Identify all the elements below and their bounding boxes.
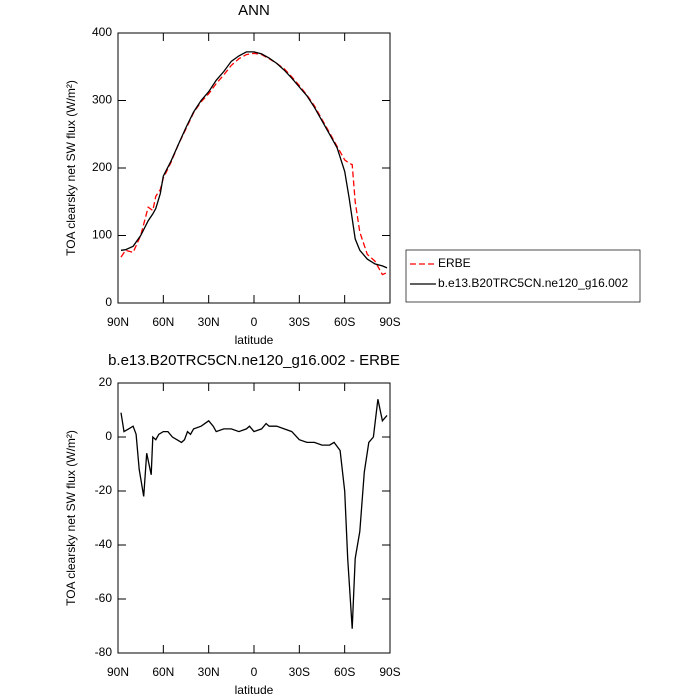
- y-tick-label: 400: [92, 25, 112, 39]
- x-tick-label: 30S: [289, 665, 310, 679]
- x-tick-label: 60S: [334, 315, 355, 329]
- x-tick-label: 60S: [334, 665, 355, 679]
- x-tick-label: 90S: [379, 665, 400, 679]
- legend-label: b.e13.B20TRC5CN.ne120_g16.002: [438, 276, 628, 290]
- y-axis-label: TOA clearsky net SW flux (W/m²): [64, 80, 78, 256]
- chart-title: ANN: [238, 2, 270, 19]
- legend-label: ERBE: [438, 256, 471, 270]
- y-tick-label: 0: [105, 295, 112, 309]
- y-tick-label: 100: [92, 228, 112, 242]
- plot-frame: [117, 32, 391, 304]
- x-tick-label: 0: [251, 315, 258, 329]
- x-tick-label: 0: [251, 665, 258, 679]
- y-tick-label: 20: [99, 375, 113, 389]
- x-tick-label: 90N: [107, 665, 129, 679]
- x-axis-label: latitude: [235, 683, 274, 697]
- x-tick-label: 30S: [289, 315, 310, 329]
- x-tick-label: 30N: [198, 315, 220, 329]
- data-line: [120, 399, 388, 629]
- x-axis-label: latitude: [235, 333, 274, 347]
- y-tick-label: 300: [92, 93, 112, 107]
- y-axis-label: TOA clearsky net SW flux (W/m²): [64, 430, 78, 606]
- y-tick-label: 0: [105, 429, 112, 443]
- x-tick-label: 60N: [152, 315, 174, 329]
- x-tick-label: 90N: [107, 315, 129, 329]
- plot-frame: [117, 382, 391, 654]
- y-tick-label: -80: [95, 645, 113, 659]
- chart-title: b.e13.B20TRC5CN.ne120_g16.002 - ERBE: [108, 352, 400, 369]
- y-tick-label: -20: [95, 483, 113, 497]
- x-tick-label: 30N: [198, 665, 220, 679]
- y-tick-label: -40: [95, 537, 113, 551]
- legend-box: [405, 249, 641, 303]
- y-tick-label: 200: [92, 160, 112, 174]
- y-tick-label: -60: [95, 591, 113, 605]
- x-tick-label: 90S: [379, 315, 400, 329]
- data-line: [120, 51, 388, 269]
- data-line: [120, 52, 388, 276]
- x-tick-label: 60N: [152, 665, 174, 679]
